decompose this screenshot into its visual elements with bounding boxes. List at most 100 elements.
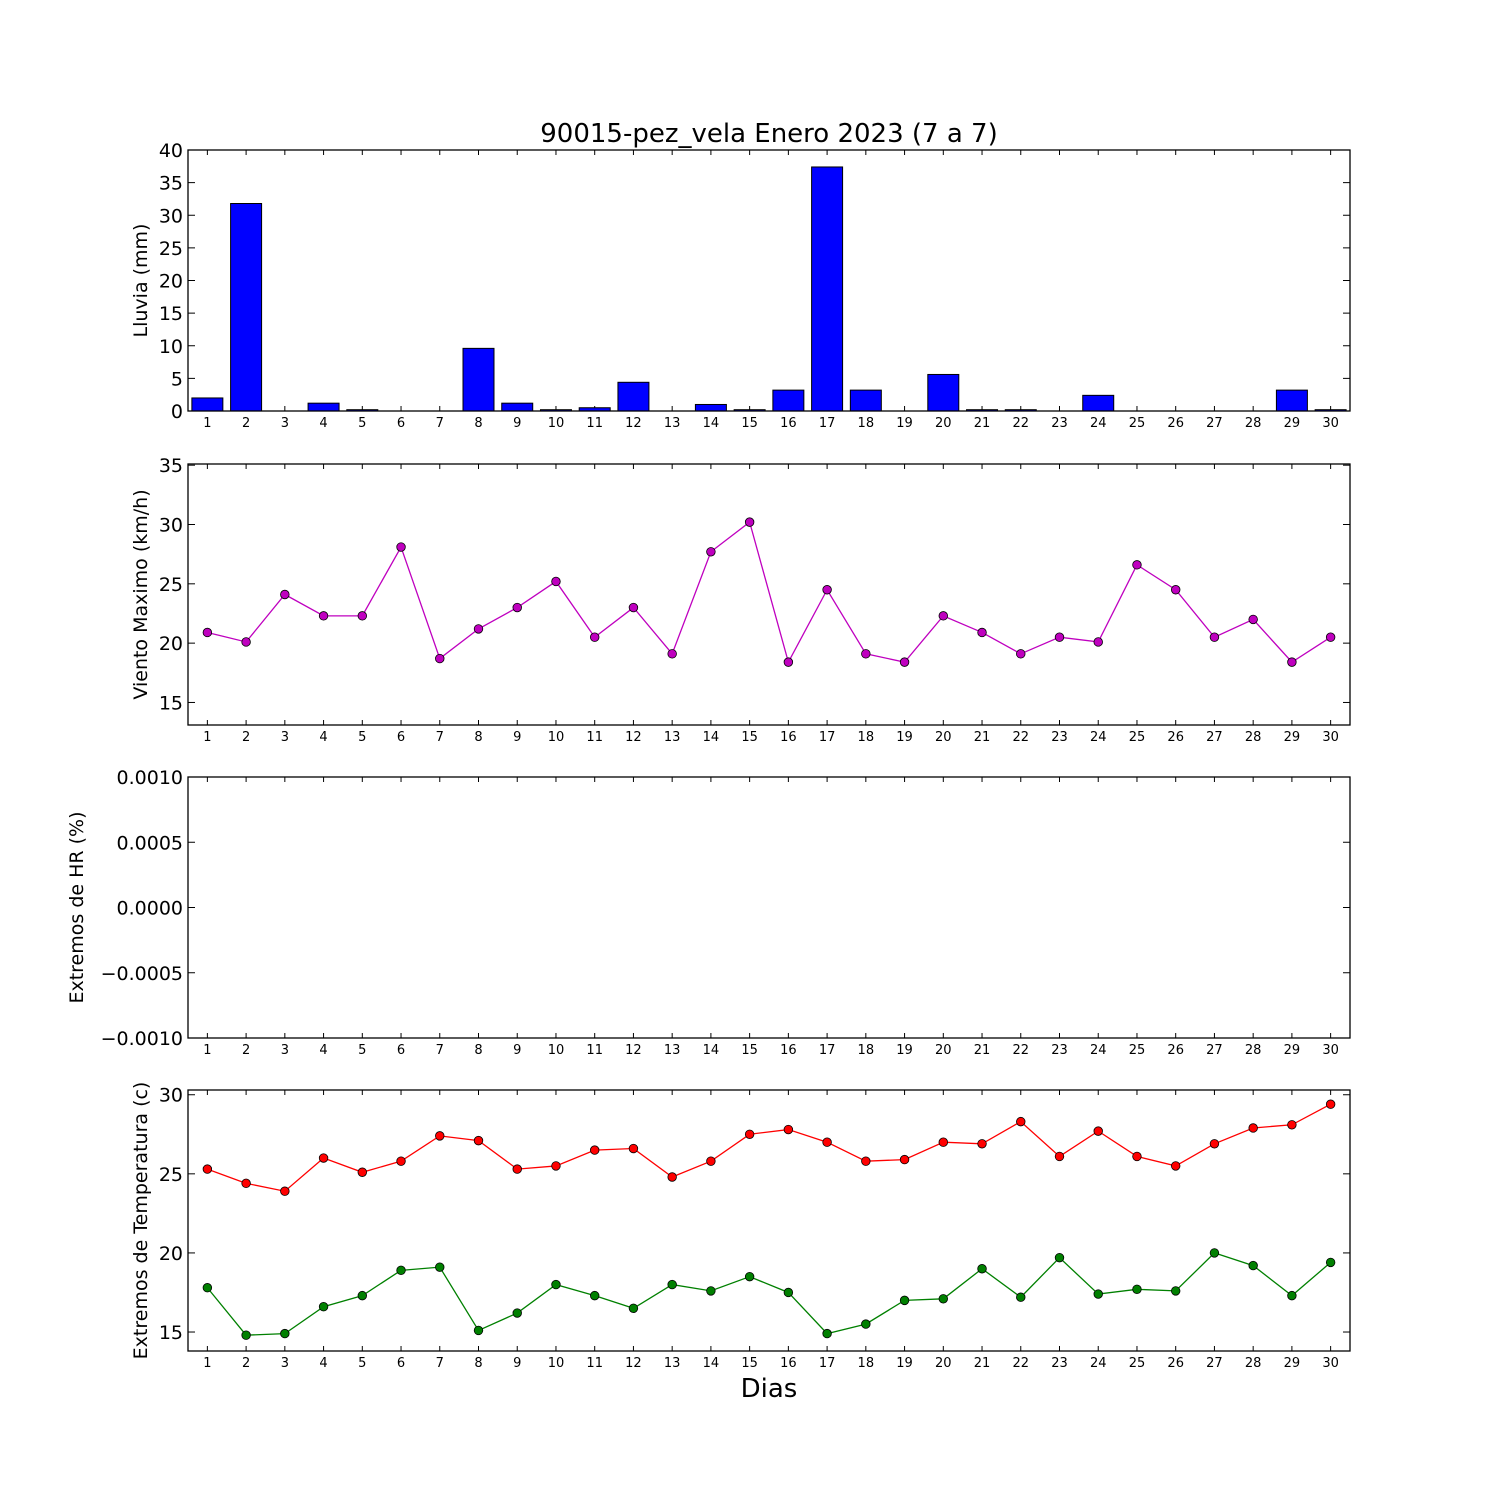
data-point xyxy=(280,1328,290,1339)
data-point xyxy=(744,1129,755,1139)
x-tick-label: 13 xyxy=(664,1043,681,1058)
x-tick-label: 4 xyxy=(319,730,327,745)
x-tick-label: 13 xyxy=(664,416,681,431)
data-point xyxy=(628,1303,639,1313)
plot-frame xyxy=(187,1089,1351,1352)
data-point xyxy=(1132,560,1142,570)
data-point xyxy=(1248,614,1258,625)
x-tick-label: 6 xyxy=(397,416,405,431)
bar xyxy=(462,347,495,412)
data-point xyxy=(318,611,329,621)
x-tick-label: 14 xyxy=(703,416,720,431)
data-point xyxy=(1016,1292,1026,1302)
x-tick-label: 2 xyxy=(242,730,250,745)
x-tick-label: 18 xyxy=(858,730,875,745)
x-tick-label: 8 xyxy=(474,730,482,745)
data-point xyxy=(938,1137,949,1147)
x-tick-label: 11 xyxy=(586,730,603,745)
x-tick-label: 26 xyxy=(1167,1356,1184,1371)
bar xyxy=(617,381,650,412)
x-tick-label: 7 xyxy=(436,416,444,431)
x-tick-label: 14 xyxy=(703,1356,720,1371)
x-tick-label: 26 xyxy=(1167,416,1184,431)
x-tick-label: 17 xyxy=(819,1043,836,1058)
data-point xyxy=(706,1156,716,1166)
data-point xyxy=(822,1328,832,1339)
y-tick-label: 30 xyxy=(159,205,183,227)
y-axis-label: Extremos de HR (%) xyxy=(66,811,88,1003)
x-tick-label: 30 xyxy=(1322,416,1339,431)
data-point xyxy=(899,1295,910,1306)
x-tick-label: 22 xyxy=(1012,416,1029,431)
x-tick-label: 15 xyxy=(741,1043,758,1058)
data-point xyxy=(1170,1161,1181,1171)
x-tick-label: 4 xyxy=(319,1356,327,1371)
y-tick-label: 25 xyxy=(159,574,183,596)
y-axis-label: Lluvia (mm) xyxy=(130,224,152,338)
y-tick-label: 20 xyxy=(159,271,183,293)
x-tick-label: 25 xyxy=(1129,416,1146,431)
y-tick-label: 15 xyxy=(159,1322,183,1344)
y-tick-label: 5 xyxy=(171,368,183,390)
x-tick-label: 18 xyxy=(858,1043,875,1058)
x-tick-label: 27 xyxy=(1206,1356,1223,1371)
data-point xyxy=(1093,1289,1103,1299)
x-tick-label: 15 xyxy=(741,416,758,431)
x-axis-label: Dias xyxy=(741,1374,798,1404)
x-tick-label: 28 xyxy=(1245,1356,1262,1371)
x-tick-label: 28 xyxy=(1245,730,1262,745)
data-point xyxy=(512,602,522,613)
series-line xyxy=(207,521,1331,664)
data-point xyxy=(512,1164,522,1174)
x-tick-label: 5 xyxy=(358,1356,366,1371)
data-point xyxy=(706,547,716,557)
data-point xyxy=(1054,1151,1065,1162)
x-tick-label: 11 xyxy=(586,416,603,431)
x-tick-label: 15 xyxy=(741,730,758,745)
data-point xyxy=(899,657,910,667)
data-point xyxy=(396,1265,406,1276)
x-tick-label: 5 xyxy=(358,1043,366,1058)
x-tick-label: 24 xyxy=(1090,416,1107,431)
bar xyxy=(230,203,263,412)
plot-frame xyxy=(187,149,1351,412)
x-tick-label: 25 xyxy=(1129,1043,1146,1058)
x-tick-label: 21 xyxy=(974,1356,991,1371)
data-point xyxy=(318,1302,329,1312)
x-tick-label: 1 xyxy=(203,416,211,431)
data-point xyxy=(396,542,406,552)
data-point xyxy=(202,1164,213,1174)
x-tick-label: 16 xyxy=(780,416,797,431)
y-tick-label: 10 xyxy=(159,336,183,358)
x-tick-label: 17 xyxy=(819,416,836,431)
bar xyxy=(501,402,534,412)
data-point xyxy=(241,1330,251,1340)
x-tick-label: 10 xyxy=(548,1356,565,1371)
x-tick-label: 24 xyxy=(1090,1356,1107,1371)
data-point xyxy=(1016,1116,1026,1127)
x-tick-label: 22 xyxy=(1012,730,1029,745)
x-tick-label: 11 xyxy=(586,1356,603,1371)
x-tick-label: 23 xyxy=(1051,416,1068,431)
x-tick-label: 3 xyxy=(281,1356,289,1371)
x-tick-label: 11 xyxy=(586,1043,603,1058)
data-point xyxy=(744,1271,755,1282)
data-point xyxy=(590,1145,600,1155)
y-tick-label: 15 xyxy=(159,692,183,714)
data-point xyxy=(435,653,445,664)
x-tick-label: 27 xyxy=(1206,1043,1223,1058)
x-tick-label: 2 xyxy=(242,416,250,431)
data-point xyxy=(241,1178,251,1189)
x-tick-label: 5 xyxy=(358,730,366,745)
data-point xyxy=(280,589,290,600)
data-point xyxy=(1248,1260,1258,1271)
x-tick-label: 17 xyxy=(819,730,836,745)
data-point xyxy=(938,611,949,621)
x-tick-label: 8 xyxy=(474,1356,482,1371)
x-tick-label: 30 xyxy=(1322,1043,1339,1058)
x-tick-label: 21 xyxy=(974,730,991,745)
data-point xyxy=(667,1172,677,1182)
x-tick-label: 19 xyxy=(896,730,913,745)
data-point xyxy=(551,1279,561,1290)
